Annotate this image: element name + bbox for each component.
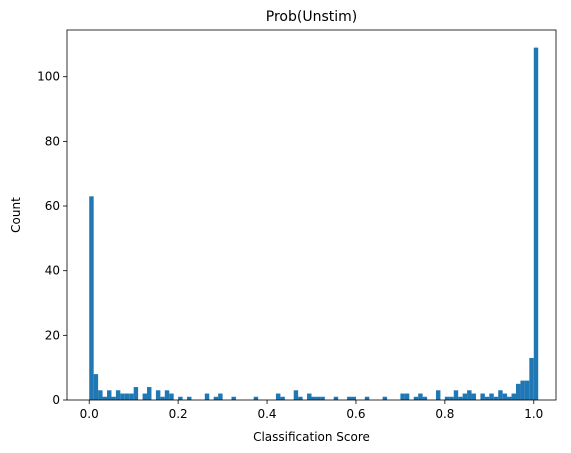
histogram-bar [178,396,183,400]
histogram-bar [169,393,174,400]
histogram-bar [280,396,285,400]
y-tick-label: 40 [45,264,60,278]
y-axis-ticks: 0 20 40 60 80 100 [37,70,67,407]
histogram-bar [307,393,312,400]
histogram-bar [458,396,463,400]
x-tick-label: 0.2 [169,407,188,421]
histogram-bar [471,393,476,400]
x-tick-label: 0.6 [346,407,365,421]
y-axis-label: Count [9,197,23,233]
y-tick-label: 60 [45,199,60,213]
histogram-bar [204,393,210,400]
plot-frame [66,29,557,401]
histogram-bar [275,393,281,400]
histogram-bar [218,393,223,400]
y-tick-label: 0 [52,393,60,407]
histogram-bar [142,393,148,400]
histogram-bar [298,396,303,400]
chart-title: Prob(Unstim) [266,9,357,25]
histogram-bar [524,380,530,400]
x-tick-label: 0.4 [257,407,276,421]
histogram-bar [422,396,428,400]
y-tick-label: 80 [45,134,60,148]
histogram-bar [124,393,130,400]
histogram-bar [147,387,152,400]
histogram-bar [444,396,450,400]
histogram-bar [418,393,423,400]
x-tick-label: 0.8 [435,407,454,421]
histogram-bar [529,357,534,400]
histogram-bar [382,396,388,400]
histogram-bar [515,383,521,400]
histogram-bar [98,390,103,400]
histogram-bar [115,390,121,400]
histogram-bar [453,390,459,400]
histogram-bar [489,393,494,400]
histogram-bar [102,396,108,400]
x-axis-ticks: 0.0 0.2 0.4 0.6 0.8 1.0 [80,400,543,421]
histogram-bar [347,396,352,400]
histogram-bar [511,393,516,400]
x-tick-label: 1.0 [524,407,543,421]
histogram-bar [364,396,370,400]
histogram-bar [498,390,503,400]
histogram-bar [404,393,410,400]
histogram-bar [253,396,259,400]
histogram-bar [311,396,316,400]
histogram-bar [111,396,116,400]
histogram-bar [187,396,192,400]
histogram-bar [520,380,525,400]
histogram-bar [129,393,134,400]
histogram-bar [315,396,321,400]
histogram-bar [413,396,419,400]
histogram-bars [89,47,539,400]
histogram-bar [293,390,299,400]
histogram-bar [155,390,161,400]
histogram-bar [507,396,512,400]
histogram-bar [480,393,485,400]
histogram-bar [120,393,125,400]
histogram-bar [484,396,490,400]
y-tick-label: 20 [45,328,60,342]
histogram-bar [333,396,339,400]
histogram-bar [400,393,405,400]
histogram-bar [231,396,236,400]
histogram-bar [213,396,219,400]
histogram-bar [160,396,165,400]
histogram-bar [320,396,325,400]
histogram-bar [435,390,441,400]
x-tick-label: 0.0 [80,407,99,421]
histogram-bar [493,396,499,400]
histogram-bar [133,387,139,400]
histogram-bar [467,390,472,400]
histogram-bar [107,390,112,400]
histogram-bar [89,196,94,400]
histogram-bar [502,393,508,400]
x-axis-label: Classification Score [253,430,370,444]
y-tick-label: 100 [37,70,60,84]
histogram-bar [164,390,170,400]
histogram-bar [462,393,468,400]
histogram-bar [93,374,99,400]
histogram-bar [449,396,454,400]
histogram-bar [351,396,356,400]
histogram-bar [533,47,539,400]
